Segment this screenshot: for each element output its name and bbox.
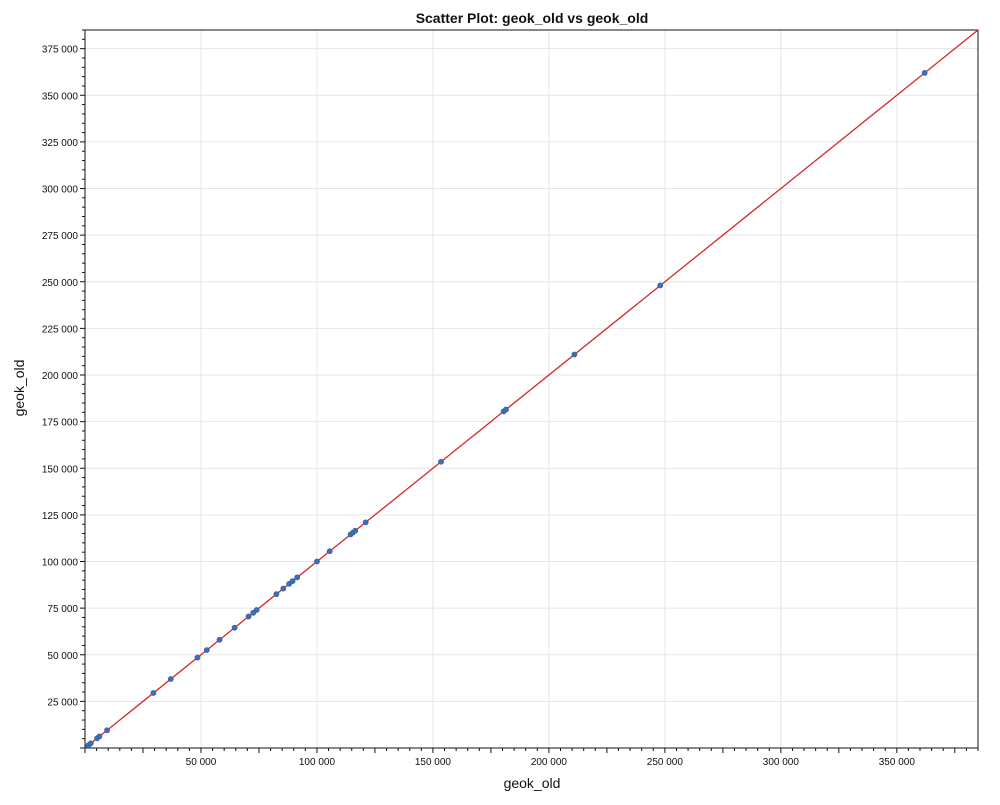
data-point — [194, 654, 201, 661]
x-tick-label: 100 000 — [299, 757, 336, 768]
y-tick-label: 125 000 — [42, 511, 79, 522]
data-point — [657, 282, 664, 289]
data-point — [253, 607, 260, 613]
y-tick-label: 375 000 — [42, 45, 79, 56]
data-point — [503, 406, 509, 413]
x-axis-label: geok_old — [504, 775, 561, 791]
y-tick-label: 100 000 — [42, 558, 79, 569]
data-point — [294, 574, 301, 581]
data-point — [203, 647, 210, 653]
data-point — [289, 578, 296, 584]
plot-frame — [84, 29, 979, 749]
y-tick-label: 250 000 — [42, 278, 79, 289]
y-tick-label: 25 000 — [47, 697, 78, 708]
x-tick-label: 300 000 — [763, 757, 800, 768]
y-tick-label: 75 000 — [47, 604, 78, 615]
x-tick-label: 350 000 — [879, 757, 916, 768]
data-point — [87, 740, 94, 747]
y-tick-label: 50 000 — [47, 651, 78, 662]
y-tick-label: 225 000 — [42, 324, 79, 335]
data-point — [273, 591, 280, 598]
data-point — [245, 613, 252, 620]
y-axis-label: geok_old — [11, 360, 27, 417]
y-tick-label: 300 000 — [42, 185, 79, 196]
x-tick-label: 50 000 — [186, 757, 217, 768]
data-point — [96, 733, 103, 740]
x-tick-label: 200 000 — [531, 757, 568, 768]
data-point — [326, 548, 333, 555]
data-point — [571, 351, 578, 358]
y-tick-label: 275 000 — [42, 231, 79, 242]
x-tick-label: 150 000 — [415, 757, 452, 768]
y-tick-label: 150 000 — [42, 464, 79, 475]
x-tick-label: 250 000 — [647, 757, 684, 768]
y-tick-label: 200 000 — [42, 371, 79, 382]
data-point — [921, 69, 928, 76]
chart-title: Scatter Plot: geok_old vs geok_old — [416, 10, 649, 26]
data-point — [167, 676, 174, 682]
y-tick-label: 175 000 — [42, 418, 79, 429]
data-point — [362, 519, 369, 526]
y-tick-label: 350 000 — [42, 91, 79, 102]
data-point — [314, 558, 320, 565]
data-point — [216, 636, 223, 643]
data-point — [104, 727, 110, 734]
y-tick-label: 325 000 — [42, 138, 79, 149]
data-point — [280, 585, 287, 592]
data-point — [352, 527, 359, 534]
data-point — [231, 624, 238, 631]
data-point — [438, 458, 444, 465]
data-point — [150, 690, 157, 696]
